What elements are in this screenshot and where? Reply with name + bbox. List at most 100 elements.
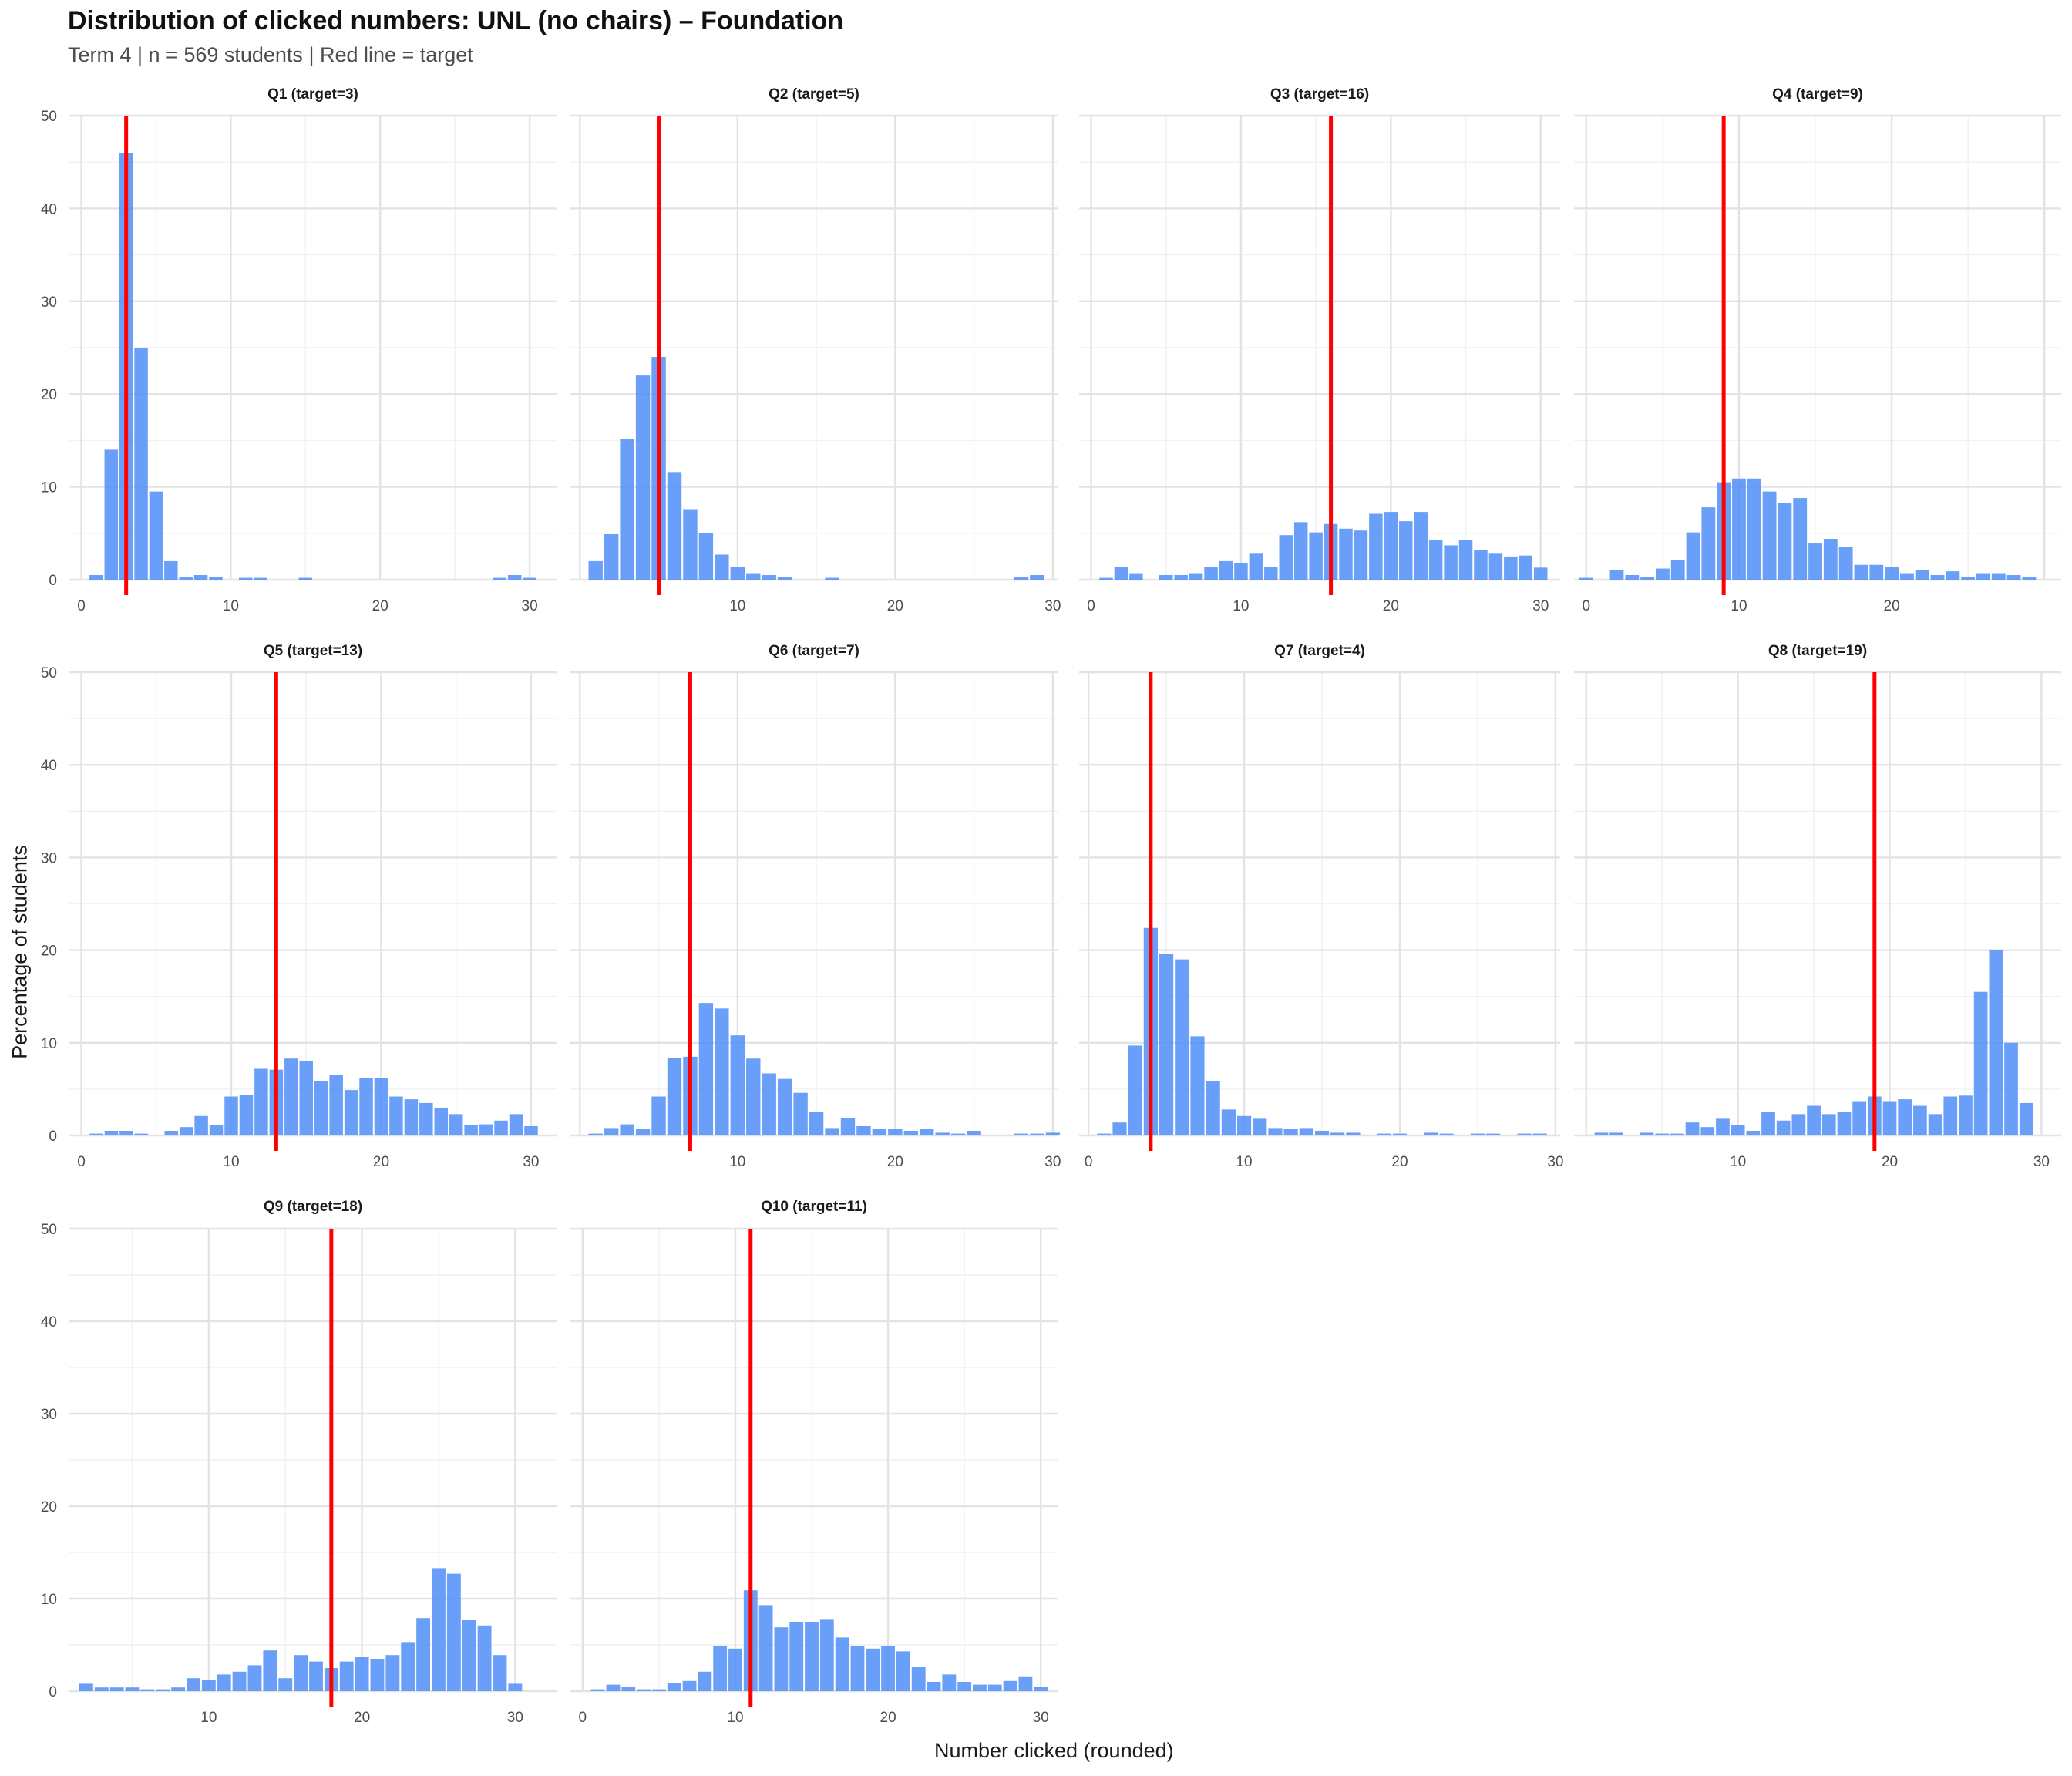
histogram-bar bbox=[872, 1128, 887, 1135]
x-tick-label: 10 bbox=[1233, 598, 1249, 614]
histogram-bar bbox=[1776, 1120, 1791, 1135]
x-tick-label: 30 bbox=[2033, 1154, 2050, 1170]
histogram-bar bbox=[819, 1619, 834, 1691]
histogram-bar bbox=[1221, 1109, 1236, 1135]
histogram-bar bbox=[920, 1128, 934, 1135]
facet-panel-7: Q7 (target=4) 0 10 20 30 bbox=[1079, 643, 1564, 1170]
histogram-bar bbox=[524, 1125, 538, 1135]
x-tick-label: 0 bbox=[1085, 1154, 1093, 1170]
histogram-bar bbox=[171, 1687, 186, 1691]
histogram-bar bbox=[1899, 573, 1914, 580]
histogram-bar bbox=[1114, 567, 1128, 580]
histogram-bar bbox=[927, 1682, 941, 1691]
x-tick-label: 10 bbox=[727, 1710, 743, 1726]
histogram-bar bbox=[1823, 539, 1838, 580]
facet-title: Q1 (target=3) bbox=[267, 86, 358, 103]
x-tick-label: 10 bbox=[200, 1710, 217, 1726]
histogram-bar bbox=[793, 1092, 808, 1135]
histogram-bar bbox=[140, 1689, 155, 1691]
histogram-bar bbox=[1330, 1132, 1345, 1135]
histogram-bar bbox=[777, 1078, 792, 1135]
histogram-bar bbox=[1747, 478, 1761, 580]
histogram-bar bbox=[911, 1667, 926, 1691]
histogram-bar bbox=[446, 1573, 461, 1691]
histogram-bar bbox=[1219, 560, 1233, 580]
histogram-bar bbox=[1610, 570, 1624, 580]
y-tick-label: 10 bbox=[41, 1592, 57, 1608]
histogram-bar bbox=[1791, 1114, 1806, 1135]
histogram-bar bbox=[1943, 1096, 1958, 1135]
histogram-bar bbox=[125, 1687, 140, 1691]
histogram-bar bbox=[1976, 573, 1990, 580]
x-tick-label: 10 bbox=[1236, 1154, 1252, 1170]
histogram-bar bbox=[1112, 1122, 1127, 1135]
histogram-bar bbox=[1670, 1133, 1684, 1135]
facet-title: Q9 (target=18) bbox=[264, 1199, 362, 1215]
histogram-bar bbox=[835, 1637, 849, 1691]
histogram-bar bbox=[713, 1646, 728, 1691]
histogram-bar bbox=[477, 1625, 492, 1691]
histogram-bar bbox=[1762, 491, 1777, 580]
y-tick-label: 50 bbox=[41, 109, 57, 125]
histogram-bar bbox=[987, 1684, 1002, 1691]
histogram-bar bbox=[247, 1665, 262, 1691]
histogram-bar bbox=[239, 1095, 254, 1135]
histogram-bar bbox=[209, 1125, 224, 1135]
histogram-bar bbox=[1159, 954, 1174, 1135]
x-tick-label: 30 bbox=[522, 598, 538, 614]
histogram-bar bbox=[667, 1058, 682, 1135]
histogram-bar bbox=[651, 1096, 666, 1135]
x-tick-label: 0 bbox=[77, 598, 86, 614]
histogram-bar bbox=[762, 1073, 776, 1135]
histogram-bar bbox=[1458, 540, 1473, 580]
histogram-bar bbox=[667, 1683, 681, 1691]
histogram-bar bbox=[715, 1008, 729, 1135]
y-tick-label: 30 bbox=[41, 294, 57, 311]
x-tick-label: 30 bbox=[1547, 1154, 1563, 1170]
histogram-bar bbox=[1973, 991, 1988, 1135]
histogram-bar bbox=[1625, 574, 1640, 580]
facet-panel-6: Q6 (target=7) 10 20 30 bbox=[570, 643, 1061, 1170]
y-tick-label: 0 bbox=[49, 1128, 57, 1145]
histogram-bar bbox=[355, 1657, 369, 1691]
histogram-bar bbox=[621, 1687, 636, 1691]
histogram-bar bbox=[683, 509, 698, 580]
histogram-bar bbox=[777, 577, 792, 580]
facet-title: Q3 (target=16) bbox=[1270, 86, 1369, 103]
histogram-bar bbox=[1991, 573, 2006, 580]
x-tick-label: 10 bbox=[729, 1154, 745, 1170]
histogram-bar bbox=[1898, 1099, 1912, 1135]
histogram-bar bbox=[156, 1689, 170, 1691]
y-tick-label: 0 bbox=[49, 573, 57, 589]
histogram-bar bbox=[1700, 1127, 1715, 1135]
histogram-bar bbox=[805, 1622, 819, 1691]
histogram-bar bbox=[637, 1689, 651, 1691]
histogram-bar bbox=[728, 1648, 742, 1691]
histogram-bar bbox=[2004, 1042, 2018, 1135]
histogram-bar bbox=[232, 1671, 247, 1691]
histogram-bar bbox=[942, 1674, 957, 1691]
x-tick-label: 30 bbox=[507, 1710, 523, 1726]
histogram-bar bbox=[1915, 570, 1929, 580]
histogram-bar bbox=[762, 574, 776, 580]
facet-panel-1: Q1 (target=3) 0 10 20 30 0 10 20 30 40 50 bbox=[41, 86, 557, 614]
histogram-bar bbox=[1838, 547, 1853, 580]
histogram-bar bbox=[1279, 535, 1293, 580]
histogram-bar bbox=[620, 438, 634, 580]
x-tick-label: 0 bbox=[1087, 598, 1095, 614]
histogram-bar bbox=[698, 1671, 712, 1691]
histogram-bar bbox=[1014, 1133, 1029, 1135]
histogram-bar bbox=[404, 1099, 419, 1135]
histogram-bar bbox=[416, 1618, 431, 1691]
histogram-bar bbox=[606, 1684, 621, 1691]
facet-panel-5: Q5 (target=13) 0 10 20 30 0 10 20 30 40 50 bbox=[41, 643, 557, 1170]
histogram-bar bbox=[730, 567, 745, 580]
histogram-bar bbox=[1746, 1130, 1761, 1135]
histogram-bar bbox=[1961, 577, 1976, 580]
histogram-bar bbox=[370, 1659, 385, 1691]
histogram-bar bbox=[588, 1133, 603, 1135]
histogram-bar bbox=[1392, 1133, 1408, 1135]
y-tick-label: 0 bbox=[49, 1684, 57, 1700]
facet-panel-10: Q10 (target=11) 0 10 20 30 bbox=[570, 1199, 1058, 1726]
histogram-bar bbox=[1655, 1133, 1670, 1135]
